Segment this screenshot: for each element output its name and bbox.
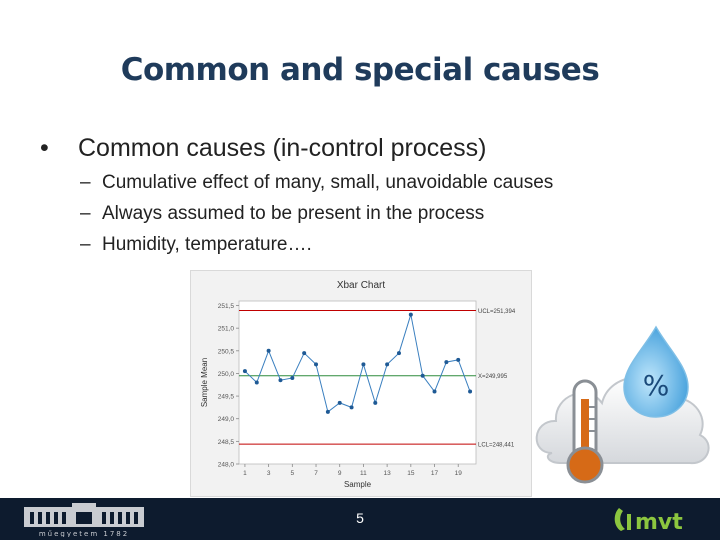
y-tick-label: 249,0 (218, 416, 235, 423)
data-point (337, 400, 342, 405)
data-point (266, 348, 271, 353)
sub-bullet-text: Cumulative effect of many, small, unavoi… (102, 172, 554, 193)
data-point (325, 409, 330, 414)
data-point (254, 380, 259, 385)
data-point (385, 362, 390, 367)
data-point (349, 405, 354, 410)
thermometer-icon (566, 379, 604, 484)
data-point (314, 362, 319, 367)
y-tick-label: 249,5 (218, 394, 235, 401)
data-point (373, 400, 378, 405)
data-point (290, 375, 295, 380)
data-point (278, 378, 283, 383)
main-bullet: • Common causes (in-control process) (40, 134, 486, 163)
center-label: X=249,995 (478, 374, 508, 380)
humidity-drop-icon: % (623, 325, 689, 418)
page-number: 5 (356, 510, 364, 526)
y-tick-label: 250,5 (218, 348, 235, 355)
series-line (244, 314, 471, 413)
university-logo: műegyetem 1782 (22, 503, 152, 538)
x-tick-label: 7 (314, 470, 318, 477)
sub-bullet: – Cumulative effect of many, small, unavo… (80, 172, 553, 194)
ucl-label: UCL=251,394 (478, 309, 516, 315)
y-tick-label: 251,0 (218, 326, 235, 333)
xbar-chart-svg: Xbar Chart 248,0 248,5 249,0 249,5 250,0 250,5… (200, 280, 516, 489)
data-point (468, 389, 473, 394)
data-point (444, 360, 449, 365)
x-tick-label: 17 (431, 470, 439, 477)
chart-title: Xbar Chart (337, 280, 386, 291)
sub-bullet-text: Humidity, temperature…. (102, 234, 312, 255)
x-tick-label: 15 (407, 470, 415, 477)
sub-bullet-marker: – (80, 203, 91, 224)
data-point (396, 351, 401, 356)
footer-bar: műegyetem 1782 5 mvt (0, 498, 720, 540)
data-point (302, 351, 307, 356)
x-tick-label: 3 (267, 470, 271, 477)
lcl-label: LCL=248,441 (478, 443, 515, 449)
sub-bullet: – Humidity, temperature…. (80, 234, 312, 256)
bullet-marker: • (40, 134, 49, 162)
brand-logo: mvt (611, 504, 706, 535)
data-point (242, 369, 247, 374)
xbar-chart: Xbar Chart 248,0 248,5 249,0 249,5 250,0 250,5… (190, 270, 532, 497)
y-tick-label: 250,0 (218, 371, 235, 378)
x-tick-label: 19 (455, 470, 463, 477)
plot-area (238, 300, 477, 465)
data-point (420, 373, 425, 378)
x-tick-label: 9 (338, 470, 342, 477)
slide-title: Common and special causes (120, 52, 600, 88)
main-bullet-text: Common causes (in-control process) (78, 134, 487, 162)
x-tick-label: 5 (291, 470, 295, 477)
brand-text: mvt (635, 510, 683, 534)
sub-bullet-marker: – (80, 234, 91, 255)
y-tick-label: 251,5 (218, 303, 235, 310)
data-point (456, 357, 461, 362)
data-point (361, 362, 366, 367)
y-tick-label: 248,5 (218, 439, 235, 446)
sub-bullet: – Always assumed to be present in the pro… (80, 203, 484, 225)
y-axis-label: Sample Mean (200, 358, 209, 407)
percent-symbol: % (643, 369, 670, 402)
y-tick-label: 248,0 (218, 462, 235, 469)
x-tick-label: 11 (360, 470, 367, 477)
sub-bullet-text: Always assumed to be present in the proc… (102, 203, 485, 224)
sub-bullet-marker: – (80, 172, 91, 193)
x-tick-label: 13 (384, 470, 392, 477)
logo-text: műegyetem 1782 (39, 529, 129, 537)
data-point (408, 312, 413, 317)
thermometer-cloud-humidity-icon: % (530, 325, 715, 485)
x-tick-label: 1 (243, 470, 247, 477)
x-axis-label: Sample (344, 480, 372, 489)
data-point (432, 389, 437, 394)
